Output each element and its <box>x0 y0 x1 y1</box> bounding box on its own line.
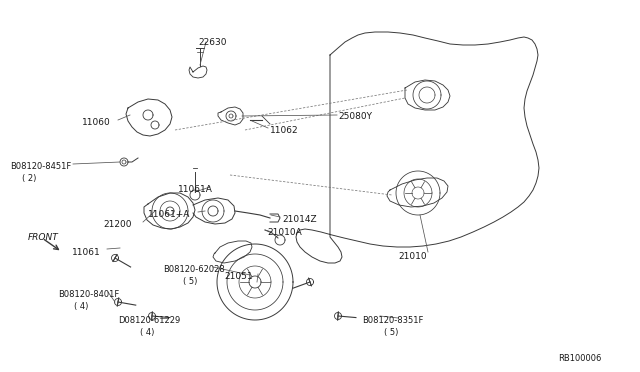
Text: ( 5): ( 5) <box>384 328 398 337</box>
Text: 21051: 21051 <box>224 272 253 281</box>
Text: B08120-8451F: B08120-8451F <box>10 162 71 171</box>
Text: D08120-61229: D08120-61229 <box>118 316 180 325</box>
Text: FRONT: FRONT <box>28 233 59 242</box>
Text: 22630: 22630 <box>198 38 227 47</box>
Text: ( 2): ( 2) <box>22 174 36 183</box>
Text: 21010A: 21010A <box>267 228 301 237</box>
Text: ( 4): ( 4) <box>140 328 154 337</box>
Text: 11061+A: 11061+A <box>148 210 190 219</box>
Text: 11061: 11061 <box>72 248 100 257</box>
Text: ( 4): ( 4) <box>74 302 88 311</box>
Text: B08120-62028: B08120-62028 <box>163 265 225 274</box>
Text: 11060: 11060 <box>82 118 111 127</box>
Text: B08120-8351F: B08120-8351F <box>362 316 424 325</box>
Text: 11061A: 11061A <box>178 185 213 194</box>
Text: 21200: 21200 <box>103 220 131 229</box>
Text: 11062: 11062 <box>270 126 299 135</box>
Text: 21014Z: 21014Z <box>282 215 317 224</box>
Text: ( 5): ( 5) <box>183 277 197 286</box>
Text: B08120-8401F: B08120-8401F <box>58 290 119 299</box>
Text: 21010: 21010 <box>398 252 427 261</box>
Text: 25080Y: 25080Y <box>338 112 372 121</box>
Text: RB100006: RB100006 <box>558 354 602 363</box>
